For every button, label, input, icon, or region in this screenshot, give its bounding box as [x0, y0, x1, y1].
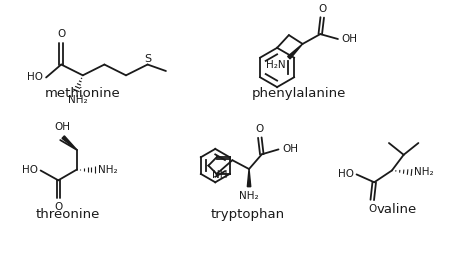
Text: NH₂: NH₂ [414, 167, 434, 177]
Text: NH₂: NH₂ [239, 191, 259, 201]
Text: O: O [318, 4, 326, 14]
Text: threonine: threonine [36, 208, 100, 221]
Text: tryptophan: tryptophan [211, 208, 285, 221]
Text: O: O [256, 124, 264, 134]
Text: NH: NH [213, 170, 228, 180]
Text: NH₂: NH₂ [67, 95, 87, 105]
Polygon shape [288, 44, 302, 59]
Text: methionine: methionine [45, 87, 121, 100]
Text: HO: HO [22, 166, 38, 176]
Polygon shape [62, 136, 77, 150]
Text: NH₂: NH₂ [97, 164, 117, 174]
Text: OH: OH [282, 144, 298, 154]
Text: H₂N: H₂N [266, 60, 286, 70]
Text: phenylalanine: phenylalanine [252, 87, 346, 100]
Text: OH: OH [54, 122, 70, 132]
Text: O: O [54, 202, 62, 212]
Text: O: O [368, 204, 376, 214]
Text: valine: valine [377, 203, 417, 216]
Text: OH: OH [342, 34, 358, 44]
Polygon shape [247, 169, 251, 187]
Text: HO: HO [27, 72, 43, 82]
Text: HO: HO [338, 169, 353, 180]
Text: O: O [57, 29, 65, 39]
Text: S: S [144, 53, 151, 63]
